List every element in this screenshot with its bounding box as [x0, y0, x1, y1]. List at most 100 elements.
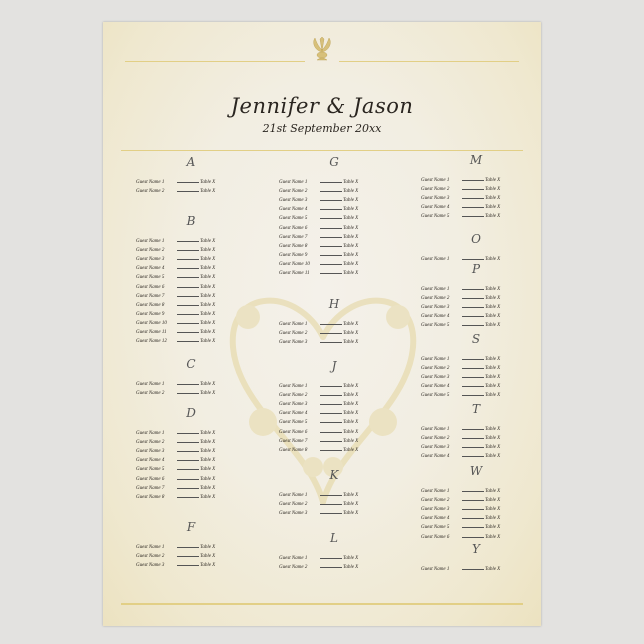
table-assignment: Table X [485, 305, 501, 311]
leader-line [320, 324, 342, 326]
guest-name: Guest Name 5 [421, 323, 450, 329]
table-assignment: Table X [200, 180, 216, 186]
guest-name: Guest Name 6 [279, 429, 308, 435]
guest-row: Guest Name 3 Table X [136, 253, 246, 262]
guest-row: Guest Name 2 Table X [279, 327, 389, 336]
guest-name: Guest Name 1 [279, 556, 308, 562]
guest-name: Guest Name 6 [279, 225, 308, 231]
guest-row: Guest Name 11 Table X [136, 326, 246, 335]
guest-row: Guest Name 6 Table X [279, 425, 389, 435]
table-assignment: Table X [485, 498, 501, 504]
table-assignment: Table X [200, 563, 216, 569]
guest-name: Guest Name 1 [136, 431, 165, 437]
table-assignment: Table X [485, 393, 501, 399]
guest-name: Guest Name 1 [136, 545, 165, 551]
guest-row: Guest Name 6 Table X [136, 280, 246, 290]
leader-line [320, 236, 342, 238]
guest-row: Guest Name 8 Table X [279, 240, 389, 249]
leader-line [462, 527, 484, 529]
leader-line [320, 440, 342, 442]
guest-row: Guest Name 3 Table X [279, 507, 389, 516]
guest-row: Guest Name 2 Table X [421, 183, 531, 192]
guest-name: Guest Name 3 [421, 507, 450, 513]
guest-name: Guest Name 2 [136, 391, 165, 397]
leader-line [320, 567, 342, 569]
guest-name: Guest Name 5 [421, 525, 450, 531]
guest-row: Guest Name 3 Table X [421, 503, 531, 512]
section-letter: P [471, 262, 481, 276]
guest-row: Guest Name 5 Table X [279, 416, 389, 425]
guest-row: Guest Name 4 Table X [421, 512, 531, 521]
guest-row: Guest Name 2 Table X [279, 389, 389, 398]
guest-name: Guest Name 3 [136, 257, 165, 263]
leader-line [177, 460, 199, 462]
leader-line [320, 386, 342, 388]
guest-name: Guest Name 6 [421, 534, 450, 540]
leader-line [320, 254, 342, 256]
leader-line [320, 333, 342, 335]
guest-name: Guest Name 2 [279, 189, 308, 195]
guest-name: Guest Name 11 [136, 330, 167, 336]
leader-line [320, 273, 342, 275]
table-assignment: Table X [343, 322, 359, 328]
leader-line [177, 393, 199, 395]
section-letter: T [471, 402, 480, 416]
guest-name: Guest Name 1 [136, 180, 165, 186]
guest-row: Guest Name 2 Table X [421, 432, 531, 441]
section-letter: J [331, 359, 337, 373]
guest-name: Guest Name 3 [421, 196, 450, 202]
table-assignment: Table X [343, 429, 359, 435]
table-assignment: Table X [485, 445, 501, 451]
footer-divider [121, 603, 523, 605]
leader-line [177, 433, 199, 435]
table-assignment: Table X [485, 287, 501, 293]
table-assignment: Table X [343, 411, 359, 417]
leader-line [462, 325, 484, 327]
leader-line [320, 182, 342, 184]
wedding-date: 21st September 20xx [262, 122, 382, 135]
guest-name: Guest Name 1 [279, 493, 308, 499]
guest-row: Guest Name 1 Table X [136, 541, 246, 550]
guest-name: Guest Name 1 [421, 257, 450, 263]
section-letter: H [328, 297, 340, 311]
guest-name: Guest Name 4 [421, 384, 450, 390]
guest-row: Guest Name 5 Table X [421, 521, 531, 530]
section-letter: A [186, 155, 196, 169]
guest-row: Guest Name 4 Table X [421, 201, 531, 210]
couple-names-title: Jennifer & Jason [230, 94, 414, 118]
section-letter: M [469, 153, 483, 167]
guest-row: Guest Name 4 Table X [421, 450, 531, 459]
table-assignment: Table X [343, 447, 359, 453]
guest-row: Guest Name 8 Table X [136, 491, 246, 500]
guest-name: Guest Name 3 [136, 449, 165, 455]
guest-row: Guest Name 1 Table X [421, 253, 531, 262]
top-divider-right [339, 61, 519, 62]
leader-line [462, 207, 484, 209]
guest-name: Guest Name 7 [136, 293, 165, 299]
leader-line [462, 429, 484, 431]
guest-row: Guest Name 3 Table X [136, 445, 246, 454]
leader-line [320, 245, 342, 247]
guest-row: Guest Name 5 Table X [136, 463, 246, 472]
table-assignment: Table X [343, 234, 359, 240]
table-assignment: Table X [200, 382, 216, 388]
leader-line [462, 377, 484, 379]
table-assignment: Table X [485, 187, 501, 193]
guest-name: Guest Name 3 [421, 305, 450, 311]
guest-row: Guest Name 3 Table X [279, 398, 389, 407]
leader-line [177, 384, 199, 386]
table-assignment: Table X [200, 239, 216, 245]
guest-name: Guest Name 1 [421, 287, 450, 293]
guest-name: Guest Name 2 [136, 248, 165, 254]
leader-line [462, 569, 484, 571]
table-assignment: Table X [200, 330, 216, 336]
table-assignment: Table X [485, 489, 501, 495]
table-assignment: Table X [200, 449, 216, 455]
leader-line [177, 451, 199, 453]
guest-name: Guest Name 2 [136, 440, 165, 446]
table-assignment: Table X [485, 214, 501, 220]
guest-row: Guest Name 2 Table X [136, 436, 246, 445]
